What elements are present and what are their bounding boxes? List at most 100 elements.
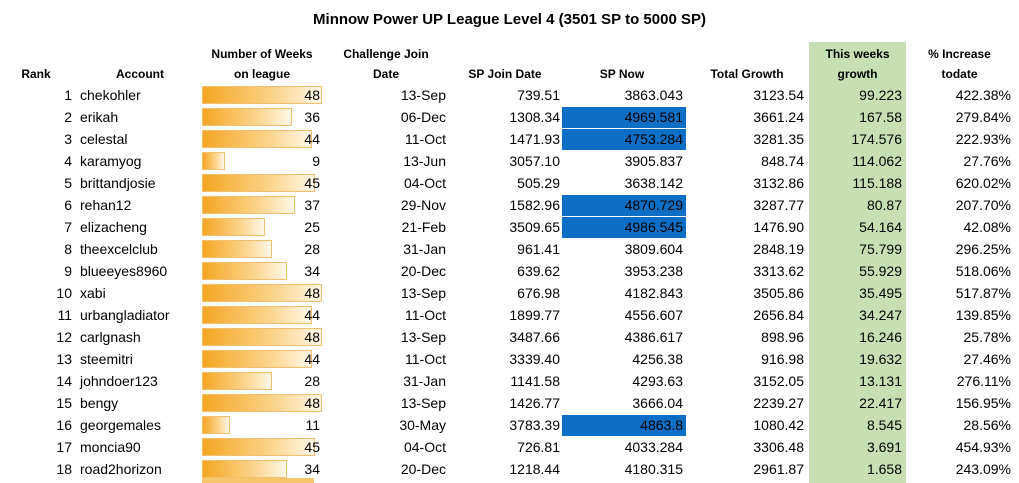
table-row[interactable]: 11 urbangladiator 44 11-Oct 1899.77 4556.607 2… <box>0 304 1019 326</box>
join-date-cell[interactable]: 13-Sep <box>400 329 446 345</box>
sp-join-cell[interactable]: 961.41 <box>517 241 560 257</box>
sp-now-cell[interactable]: 4870.729 <box>562 195 686 216</box>
header-rank[interactable]: Rank <box>21 67 51 81</box>
join-date-cell[interactable]: 11-Oct <box>405 131 446 147</box>
weeks-cell[interactable]: 45 <box>202 436 322 458</box>
account-cell[interactable]: karamyog <box>80 153 142 169</box>
header-this-weeks-line1[interactable]: This weeks <box>825 47 890 61</box>
this-weeks-growth-cell[interactable]: 19.632 <box>859 351 902 367</box>
weeks-cell[interactable]: 37 <box>202 194 322 216</box>
rank-cell[interactable]: 4 <box>64 153 72 169</box>
pct-increase-cell[interactable]: 454.93% <box>955 439 1011 455</box>
join-date-cell[interactable]: 13-Sep <box>400 87 446 103</box>
weeks-cell[interactable]: 48 <box>202 392 322 414</box>
pct-increase-cell[interactable]: 279.84% <box>955 109 1011 125</box>
sp-now-cell[interactable]: 4969.581 <box>562 107 686 128</box>
join-date-cell[interactable]: 31-Jan <box>403 241 446 257</box>
account-cell[interactable]: road2horizon <box>80 461 162 477</box>
pct-increase-cell[interactable]: 27.46% <box>963 351 1011 367</box>
this-weeks-growth-cell[interactable]: 80.87 <box>866 197 902 213</box>
total-growth-cell[interactable]: 1080.42 <box>753 417 804 433</box>
rank-cell[interactable]: 13 <box>56 351 72 367</box>
table-row[interactable]: 14 johndoer123 28 31-Jan 1141.58 4293.63 3152.… <box>0 370 1019 392</box>
header-join-line1[interactable]: Challenge Join <box>343 47 429 61</box>
account-cell[interactable]: carlgnash <box>80 329 141 345</box>
this-weeks-growth-cell[interactable]: 99.223 <box>859 87 902 103</box>
sp-now-cell[interactable]: 4863.8 <box>562 415 686 436</box>
sp-join-cell[interactable]: 1899.77 <box>509 307 560 323</box>
total-growth-cell[interactable]: 2239.27 <box>753 395 804 411</box>
table-row[interactable]: 16 georgemales 11 30-May 3783.39 4863.8 1080.4… <box>0 414 1019 436</box>
rank-cell[interactable]: 17 <box>56 439 72 455</box>
this-weeks-growth-cell[interactable]: 54.164 <box>859 219 902 235</box>
table-row[interactable]: 3 celestal 44 11-Oct 1471.93 4753.284 3281.35 1… <box>0 128 1019 150</box>
rank-cell[interactable]: 6 <box>64 197 72 213</box>
account-cell[interactable]: chekohler <box>80 87 141 103</box>
rank-cell[interactable]: 1 <box>64 87 72 103</box>
header-total-growth[interactable]: Total Growth <box>710 67 784 81</box>
table-row[interactable]: 17 moncia90 45 04-Oct 726.81 4033.284 3306.48 3… <box>0 436 1019 458</box>
join-date-cell[interactable]: 31-Jan <box>403 373 446 389</box>
rank-cell[interactable]: 8 <box>64 241 72 257</box>
pct-increase-cell[interactable]: 42.08% <box>963 219 1011 235</box>
total-growth-cell[interactable]: 848.74 <box>761 153 804 169</box>
sp-now-cell[interactable]: 3863.043 <box>624 87 683 103</box>
total-growth-cell[interactable]: 3281.35 <box>753 131 804 147</box>
weeks-cell[interactable]: 28 <box>202 238 322 260</box>
sp-now-cell[interactable]: 4180.315 <box>624 461 683 477</box>
pct-increase-cell[interactable]: 517.87% <box>955 285 1011 301</box>
pct-increase-cell[interactable]: 27.76% <box>963 153 1011 169</box>
table-row[interactable]: 9 blueeyes8960 34 20-Dec 639.62 3953.238 3313.… <box>0 260 1019 282</box>
weeks-cell[interactable]: 44 <box>202 304 322 326</box>
pct-increase-cell[interactable]: 139.85% <box>955 307 1011 323</box>
rank-cell[interactable]: 18 <box>56 461 72 477</box>
weeks-cell[interactable]: 48 <box>202 282 322 304</box>
pct-increase-cell[interactable]: 243.09% <box>955 461 1011 477</box>
rank-cell[interactable]: 11 <box>57 307 72 323</box>
table-row[interactable]: 6 rehan12 37 29-Nov 1582.96 4870.729 3287.77 80… <box>0 194 1019 216</box>
pct-increase-cell[interactable]: 156.95% <box>955 395 1011 411</box>
sp-join-cell[interactable]: 1141.58 <box>510 373 560 389</box>
table-row[interactable]: 5 brittandjosie 45 04-Oct 505.29 3638.142 3132… <box>0 172 1019 194</box>
table-row[interactable]: 2 erikah 36 06-Dec 1308.34 4969.581 3661.24 167… <box>0 106 1019 128</box>
join-date-cell[interactable]: 06-Dec <box>400 109 446 125</box>
total-growth-cell[interactable]: 3132.86 <box>753 175 804 191</box>
account-cell[interactable]: bengy <box>80 395 119 411</box>
join-date-cell[interactable]: 30-May <box>399 417 446 433</box>
account-cell[interactable]: elizacheng <box>80 219 147 235</box>
sp-join-cell[interactable]: 3509.65 <box>509 219 560 235</box>
sp-join-cell[interactable]: 3057.10 <box>509 153 560 169</box>
weeks-cell[interactable]: 9 <box>202 150 322 172</box>
weeks-cell[interactable]: 34 <box>202 458 322 480</box>
weeks-cell[interactable]: 11 <box>202 414 322 436</box>
weeks-cell[interactable]: 48 <box>202 326 322 348</box>
join-date-cell[interactable]: 04-Oct <box>403 175 446 191</box>
sp-now-cell[interactable]: 4556.607 <box>624 307 683 323</box>
pct-increase-cell[interactable]: 422.38% <box>955 87 1011 103</box>
sp-join-cell[interactable]: 1426.77 <box>509 395 560 411</box>
table-row[interactable]: 4 karamyog 9 13-Jun 3057.10 3905.837 848.74 114… <box>0 150 1019 172</box>
sp-join-cell[interactable]: 1218.44 <box>509 461 560 477</box>
join-date-cell[interactable]: 11-Oct <box>405 351 446 367</box>
sp-join-cell[interactable]: 1582.96 <box>509 197 560 213</box>
account-cell[interactable]: xabi <box>80 285 106 301</box>
rank-cell[interactable]: 14 <box>56 373 72 389</box>
table-row[interactable]: 15 bengy 48 13-Sep 1426.77 3666.04 2239.27 22.4… <box>0 392 1019 414</box>
header-sp-now[interactable]: SP Now <box>599 67 645 81</box>
weeks-cell[interactable]: 36 <box>202 106 322 128</box>
this-weeks-growth-cell[interactable]: 115.188 <box>852 175 902 191</box>
total-growth-cell[interactable]: 1476.90 <box>753 219 804 235</box>
this-weeks-growth-cell[interactable]: 22.417 <box>859 395 902 411</box>
rank-cell[interactable]: 3 <box>64 131 72 147</box>
total-growth-cell[interactable]: 3152.05 <box>753 373 804 389</box>
sp-join-cell[interactable]: 1308.34 <box>509 109 560 125</box>
total-growth-cell[interactable]: 2848.19 <box>753 241 804 257</box>
sp-now-cell[interactable]: 4386.617 <box>624 329 683 345</box>
total-growth-cell[interactable]: 3661.24 <box>753 109 804 125</box>
pct-increase-cell[interactable]: 518.06% <box>955 263 1011 279</box>
join-date-cell[interactable]: 13-Jun <box>403 153 446 169</box>
this-weeks-growth-cell[interactable]: 13.131 <box>859 373 902 389</box>
sp-join-cell[interactable]: 726.81 <box>517 439 560 455</box>
pct-increase-cell[interactable]: 207.70% <box>955 197 1011 213</box>
account-cell[interactable]: celestal <box>80 131 128 147</box>
